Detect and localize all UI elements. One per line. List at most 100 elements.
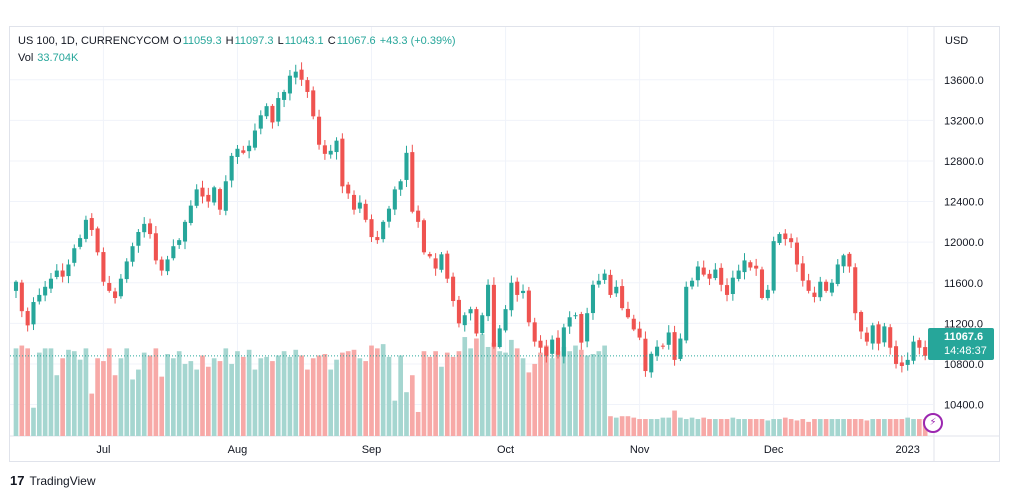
volume-bar	[258, 358, 264, 436]
volume-bar	[13, 348, 19, 436]
volume-bar	[182, 363, 188, 436]
tradingview-logo-icon: 17	[10, 473, 25, 488]
volume-bar	[322, 354, 328, 436]
candle-body	[905, 359, 910, 365]
candle-body	[247, 145, 252, 152]
candle-body	[701, 267, 706, 275]
volume-bar	[328, 369, 334, 436]
candle-body	[118, 278, 123, 297]
candle-body	[736, 270, 741, 279]
volume-bar	[701, 417, 707, 436]
volume-bar	[911, 419, 916, 436]
volume-bar	[54, 375, 60, 436]
y-tick-label: 10800.0	[944, 359, 984, 371]
volume-bar	[858, 419, 864, 436]
candle-body	[730, 277, 735, 295]
volume-bar	[375, 348, 380, 436]
volume-bar	[788, 419, 794, 436]
volume-bar	[136, 369, 141, 436]
y-tick-label: 12400.0	[944, 197, 984, 209]
lightning-icon[interactable]: ⚡	[923, 413, 943, 433]
candle-body	[544, 346, 549, 356]
candle-body	[561, 327, 566, 357]
candle-body	[299, 69, 304, 80]
candle-body	[13, 281, 19, 291]
candle-body	[212, 187, 217, 203]
candle-body	[637, 328, 642, 338]
volume-bar	[439, 366, 444, 436]
volume-bar	[759, 419, 765, 436]
volume-bar	[392, 400, 398, 436]
volume-bar	[83, 348, 89, 436]
volume-bar	[95, 358, 100, 436]
volume-bar	[211, 358, 217, 436]
candle-body	[439, 254, 444, 270]
volume-bar	[648, 419, 654, 436]
candle-body	[60, 270, 65, 277]
volume-bar	[882, 419, 887, 436]
candle-body	[89, 218, 94, 230]
volume-bar	[25, 348, 30, 436]
volume-bar	[654, 419, 660, 436]
volume-bar	[42, 348, 48, 436]
volume-bar	[503, 352, 508, 436]
candle-body	[655, 346, 660, 356]
volume-bar	[71, 351, 77, 436]
candle-body	[818, 281, 823, 298]
symbol-title[interactable]: US 100, 1D, CURRENCYCOM	[18, 35, 169, 47]
volume-bar	[316, 355, 322, 436]
candle-body	[229, 155, 234, 181]
volume-bar	[806, 421, 811, 436]
volume-bar	[200, 355, 205, 436]
volume-bar	[748, 419, 753, 436]
x-tick-label: Aug	[228, 444, 248, 456]
candle-body	[433, 258, 438, 269]
volume-bar	[223, 348, 229, 436]
volume-bar	[549, 358, 555, 436]
candle-body	[567, 317, 572, 327]
candle-body	[532, 322, 537, 342]
candle-body	[264, 106, 269, 117]
candle-body	[153, 233, 158, 261]
volume-bar	[305, 369, 310, 436]
candle-body	[252, 130, 257, 148]
candle-body	[375, 237, 380, 241]
footer-brand[interactable]: 17 TradingView	[10, 473, 96, 488]
candle-body	[771, 241, 776, 291]
currency-label: USD	[945, 35, 969, 47]
x-tick-label: Dec	[764, 444, 784, 456]
volume-bar	[147, 355, 153, 436]
candle-body	[783, 233, 788, 240]
candle-body	[241, 150, 246, 153]
volume-bar	[619, 416, 625, 436]
volume-bar	[36, 352, 42, 436]
candle-body	[666, 332, 671, 345]
candle-body	[340, 138, 345, 187]
candle-body	[19, 282, 24, 312]
volume-bar	[613, 417, 619, 436]
candle-body	[724, 285, 730, 295]
volume-bar	[526, 372, 532, 436]
candle-body	[509, 282, 514, 311]
candle-body	[107, 282, 112, 291]
candle-body	[451, 276, 456, 302]
volume-bar	[730, 417, 736, 436]
x-tick-label: Oct	[497, 444, 514, 456]
candle-body	[83, 219, 88, 239]
candle-body	[235, 148, 240, 157]
volume-bar	[205, 366, 211, 436]
candle-body	[684, 286, 689, 341]
volume-bar	[812, 419, 817, 436]
candle-body	[923, 347, 928, 356]
volume-bar	[917, 419, 922, 436]
volume-bar	[637, 419, 642, 436]
candle-body	[759, 269, 765, 298]
candle-body	[835, 264, 840, 284]
volume-bar	[678, 417, 683, 436]
volume-bar	[130, 379, 135, 436]
volume-label[interactable]: Vol	[18, 52, 34, 64]
candle-body	[317, 116, 322, 145]
candle-body	[911, 341, 916, 361]
volume-bar	[887, 419, 893, 436]
